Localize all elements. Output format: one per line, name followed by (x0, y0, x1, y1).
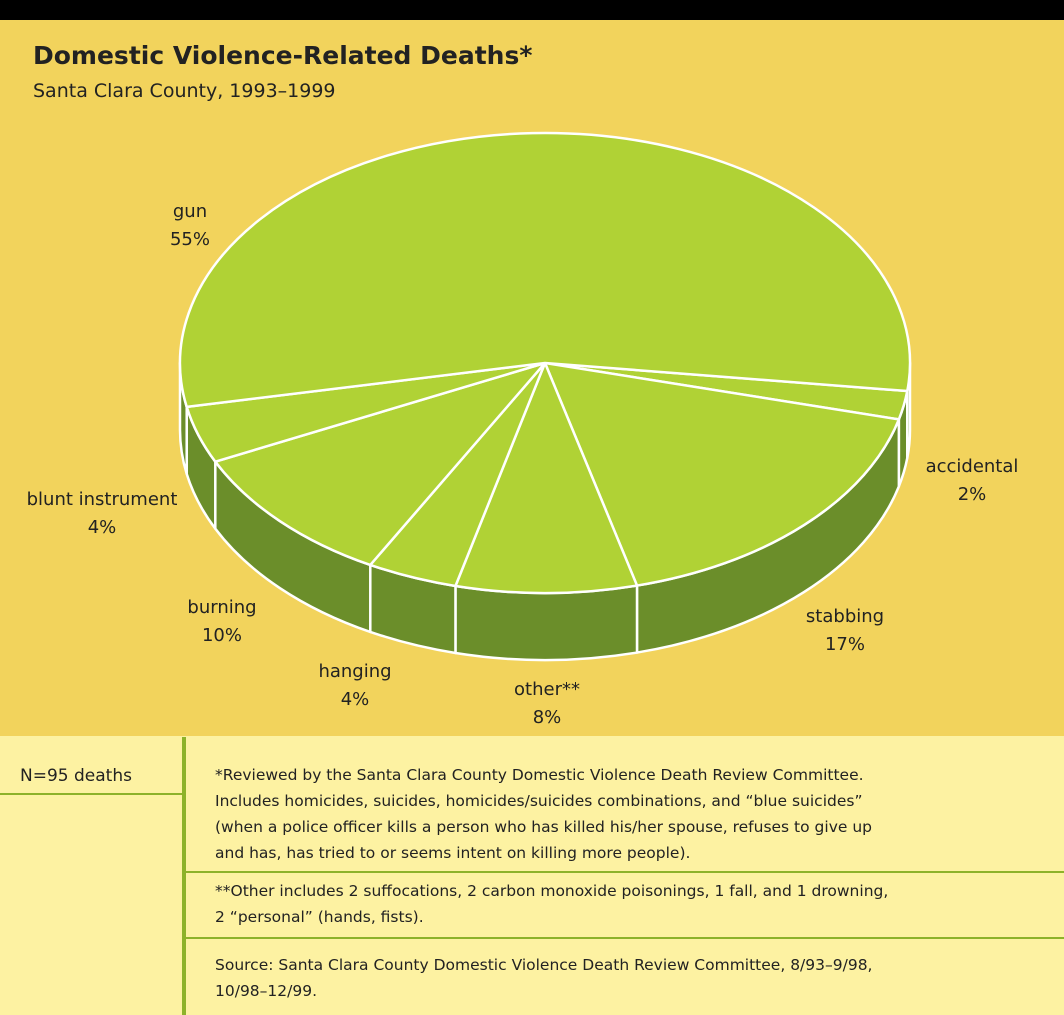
note-line: and has, has tried to or seems intent on… (215, 844, 690, 862)
top-bar (0, 0, 1064, 20)
note-line: 2 “personal” (hands, fists). (215, 908, 424, 926)
slice-value-label: 10% (202, 625, 242, 646)
note-line: Source: Santa Clara County Domestic Viol… (215, 956, 872, 974)
notes: *Reviewed by the Santa Clara County Dome… (215, 766, 888, 1000)
note-line: **Other includes 2 suffocations, 2 carbo… (215, 882, 888, 900)
slice-side (454, 584, 639, 662)
note-line: 10/98–12/99. (215, 982, 317, 1000)
note-line: Includes homicides, suicides, homicides/… (215, 792, 863, 810)
slice-label: stabbing (806, 606, 884, 627)
notes-background (0, 736, 1064, 1015)
slice (178, 131, 912, 409)
slice-label: other** (514, 679, 580, 700)
slice-label: accidental (926, 456, 1019, 477)
count-note: N=95 deaths (20, 766, 132, 786)
chart-subtitle: Santa Clara County, 1993–1999 (33, 80, 336, 102)
slice (454, 361, 639, 595)
slice-label: blunt instrument (27, 489, 178, 510)
slice (214, 361, 547, 567)
note-line: (when a police officer kills a person wh… (215, 818, 872, 836)
slice-value-label: 17% (825, 634, 865, 655)
note-line: *Reviewed by the Santa Clara County Dome… (215, 766, 864, 784)
slice-value-label: 55% (170, 229, 210, 250)
chart-title: Domestic Violence-Related Deaths* (33, 41, 532, 70)
slice (543, 361, 901, 587)
slice-label: hanging (318, 661, 391, 682)
slice-value-label: 8% (533, 707, 562, 728)
slice-value-label: 4% (88, 517, 117, 538)
pie: accidental 2% stabbing 17% other** 8% hanging 4… (27, 131, 1019, 728)
slice-value-label: 2% (958, 484, 987, 505)
slice-label: burning (187, 597, 256, 618)
slice-value-label: 4% (341, 689, 370, 710)
slice-label: gun (173, 201, 207, 222)
